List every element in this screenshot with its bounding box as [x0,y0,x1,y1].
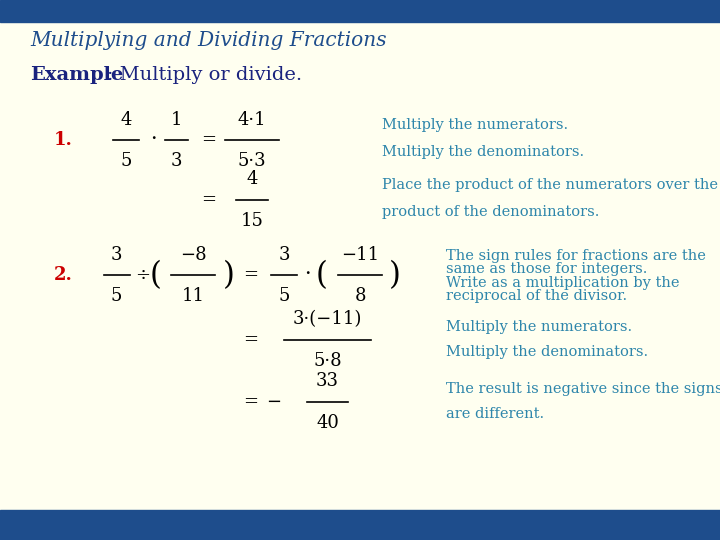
Text: 5: 5 [120,152,132,170]
Text: 15: 15 [240,212,264,230]
Text: product of the denominators.: product of the denominators. [382,205,599,219]
Text: (: ( [150,260,161,291]
Text: 3: 3 [171,152,182,170]
Text: 11: 11 [181,287,204,305]
Text: 4·1: 4·1 [238,111,266,129]
Text: : Multiply or divide.: : Multiply or divide. [107,65,302,84]
Text: ·: · [304,265,311,284]
Text: Multiply the numerators.: Multiply the numerators. [446,320,633,334]
Text: same as those for integers.: same as those for integers. [446,262,648,276]
Text: −: − [266,393,282,411]
Text: 5: 5 [111,287,122,305]
Text: 8: 8 [354,287,366,305]
Text: ): ) [389,260,400,291]
Text: Place the product of the numerators over the: Place the product of the numerators over… [382,178,718,192]
Text: Copyright © by Houghton Mifflin Company, Inc. All rights reserved.: Copyright © by Houghton Mifflin Company,… [16,521,366,530]
Bar [0,0,720,22]
Text: 1.: 1. [54,131,73,150]
Text: The result is negative since the signs: The result is negative since the signs [446,382,720,396]
Text: Multiplying and Dividing Fractions: Multiplying and Dividing Fractions [30,31,387,50]
Text: −8: −8 [180,246,206,264]
Text: 4: 4 [246,170,258,188]
Text: 3: 3 [111,246,122,264]
Text: =: = [202,191,216,209]
Text: reciprocal of the divisor.: reciprocal of the divisor. [446,289,628,303]
Text: Multiply the denominators.: Multiply the denominators. [382,145,584,159]
Text: (: ( [316,260,328,291]
Text: Multiply the numerators.: Multiply the numerators. [382,118,568,132]
Text: ÷: ÷ [135,266,150,285]
Text: 5: 5 [279,287,290,305]
Text: 3·(−11): 3·(−11) [293,310,362,328]
Text: are different.: are different. [446,407,544,421]
Text: The sign rules for fractions are the: The sign rules for fractions are the [446,249,706,263]
Text: 4: 4 [120,111,132,129]
Bar [0,510,720,540]
Text: 40: 40 [316,414,339,432]
Text: ·: · [150,130,157,149]
Text: 9: 9 [699,518,709,532]
Text: =: = [243,393,258,411]
Text: =: = [243,331,258,349]
Text: −11: −11 [341,246,379,264]
Text: 5·3: 5·3 [238,152,266,170]
Text: Write as a multiplication by the: Write as a multiplication by the [446,276,680,291]
Text: 3: 3 [279,246,290,264]
Text: 33: 33 [316,373,339,390]
Text: =: = [202,131,216,150]
Text: 2.: 2. [54,266,73,285]
Text: ): ) [223,260,235,291]
Text: Example: Example [30,65,124,84]
Text: Multiply the denominators.: Multiply the denominators. [446,345,649,359]
Text: 5·8: 5·8 [313,352,342,370]
Text: 1: 1 [171,111,182,129]
Text: =: = [243,266,258,285]
